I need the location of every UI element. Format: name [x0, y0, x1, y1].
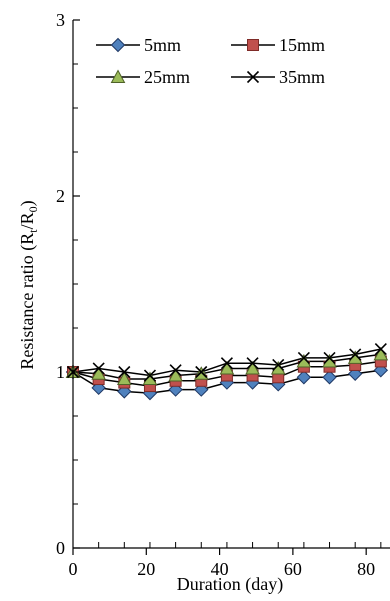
x-tick-label: 60 [284, 559, 302, 579]
y-tick-label: 3 [56, 10, 65, 30]
data-point-35mm [169, 364, 182, 377]
legend-item-25mm: 25mm [96, 67, 190, 87]
data-point-35mm [118, 365, 131, 379]
legend-marker-5mm [110, 37, 126, 53]
data-point-35mm [272, 358, 285, 372]
axis-tick-labels: 0 1 2 3 0 20 40 60 80 [56, 10, 375, 579]
x-tick-label: 20 [137, 559, 155, 579]
legend-label: 5mm [144, 35, 181, 55]
data-point-35mm [92, 362, 105, 375]
x-tick-label: 40 [211, 559, 229, 579]
legend-item-15mm: 15mm [231, 35, 325, 55]
data-point-35mm [143, 369, 157, 382]
data-point-25mm [245, 360, 260, 375]
axis-ticks [72, 19, 382, 555]
data-point-25mm [91, 366, 106, 380]
x-tick-label: 0 [69, 559, 78, 579]
legend-label: 25mm [144, 67, 190, 87]
legend-marker-15mm [247, 39, 259, 51]
x-tick-label: 80 [357, 559, 375, 579]
legend: 5mm 15mm 25mm 35mm [96, 35, 325, 87]
y-tick-label: 0 [56, 538, 65, 558]
axes [72, 20, 390, 549]
legend-marker-35mm [246, 70, 260, 84]
x-axis-label: Duration (day) [177, 574, 283, 595]
data-point-25mm [219, 360, 235, 375]
legend-label: 15mm [279, 35, 325, 55]
data-point-25mm [373, 346, 389, 361]
legend-marker-25mm [110, 69, 126, 83]
data-point-35mm [297, 351, 310, 364]
legend-item-5mm: 5mm [96, 35, 181, 55]
y-tick-label: 2 [56, 186, 65, 206]
series-markers-35mm [66, 343, 387, 382]
data-point-35mm [349, 348, 362, 361]
data-point-35mm [374, 343, 387, 356]
data-point-35mm [246, 357, 259, 370]
y-axis-label: Resistance ratio (Rt/R0) [17, 200, 40, 369]
data-point-35mm [220, 357, 233, 370]
data-point-5mm [296, 370, 312, 385]
data-point-25mm [168, 367, 183, 382]
data-point-5mm [322, 370, 337, 385]
y-tick-label: 1 [56, 362, 65, 382]
legend-label: 35mm [279, 67, 325, 87]
data-point-25mm [116, 371, 132, 386]
legend-item-35mm: 35mm [231, 67, 325, 87]
plot-series-markers [65, 343, 389, 401]
data-point-35mm [323, 351, 336, 364]
data-point-35mm [195, 365, 208, 379]
